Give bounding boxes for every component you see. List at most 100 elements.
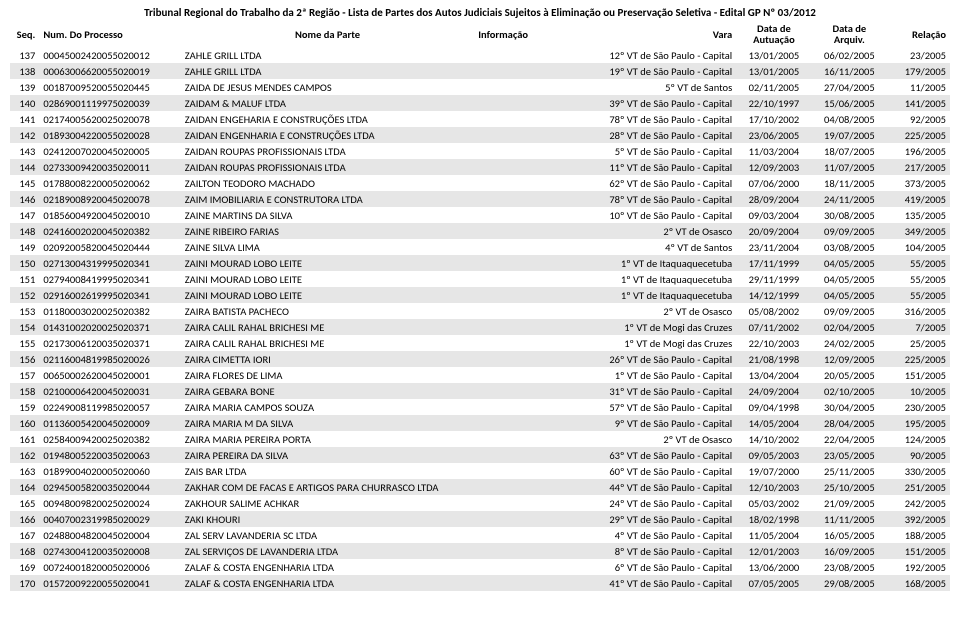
table-row: 16201948005220035020063ZAIRA PEREIRA DA … <box>10 447 950 463</box>
cell-seq: 156 <box>10 351 39 367</box>
cell-autuacao: 21/08/1998 <box>736 351 811 367</box>
cell-autuacao: 07/11/2002 <box>736 319 811 335</box>
cell-informacao <box>474 79 537 95</box>
cell-arquiv: 23/08/2005 <box>812 559 887 575</box>
cell-informacao <box>474 479 537 495</box>
cell-arquiv: 02/10/2005 <box>812 383 887 399</box>
cell-processo: 01180003020025020382 <box>39 303 180 319</box>
cell-nome: ZAIDAN ENGEHARIA E CONSTRUÇÕES LTDA <box>181 111 474 127</box>
cell-seq: 137 <box>10 47 39 63</box>
cell-autuacao: 13/06/2000 <box>736 559 811 575</box>
cell-nome: ZAIRA FLORES DE LIMA <box>181 367 474 383</box>
cell-arquiv: 04/05/2005 <box>812 255 887 271</box>
cell-informacao <box>474 447 537 463</box>
cell-autuacao: 13/04/2004 <box>736 367 811 383</box>
cell-vara: 41º VT de São Paulo - Capital <box>537 575 736 591</box>
cell-informacao <box>474 383 537 399</box>
table-row: 15102794008419995020341ZAINI MOURAD LOBO… <box>10 271 950 287</box>
cell-informacao <box>474 351 537 367</box>
cell-vara: 1º VT de Itaquaquecetuba <box>537 287 736 303</box>
cell-relacao: 230/2005 <box>887 399 950 415</box>
cell-seq: 155 <box>10 335 39 351</box>
cell-vara: 9º VT de São Paulo - Capital <box>537 415 736 431</box>
cell-vara: 1º VT de São Paulo - Capital <box>537 367 736 383</box>
cell-processo: 02249008119985020057 <box>39 399 180 415</box>
table-row: 15502173006120035020371ZAIRA CALIL RAHAL… <box>10 335 950 351</box>
cell-seq: 149 <box>10 239 39 255</box>
table-row: 15602116004819985020026ZAIRA CIMETTA IOR… <box>10 351 950 367</box>
cell-nome: ZALAF & COSTA ENGENHARIA LTDA <box>181 559 474 575</box>
cell-arquiv: 24/11/2005 <box>812 191 887 207</box>
cell-seq: 145 <box>10 175 39 191</box>
cell-vara: 24º VT de São Paulo - Capital <box>537 495 736 511</box>
cell-seq: 152 <box>10 287 39 303</box>
cell-relacao: 195/2005 <box>887 415 950 431</box>
cell-processo: 00724001820005020006 <box>39 559 180 575</box>
cell-nome: ZAINI MOURAD LOBO LEITE <box>181 287 474 303</box>
cell-arquiv: 27/04/2005 <box>812 79 887 95</box>
cell-relacao: 55/2005 <box>887 271 950 287</box>
cell-autuacao: 09/04/1998 <box>736 399 811 415</box>
col-header-autuacao: Data de Autuação <box>736 21 811 47</box>
cell-informacao <box>474 175 537 191</box>
cell-nome: ZAIDA DE JESUS MENDES CAMPOS <box>181 79 474 95</box>
cell-nome: ZAIRA BATISTA PACHECO <box>181 303 474 319</box>
cell-autuacao: 12/10/2003 <box>736 479 811 495</box>
cell-relacao: 251/2005 <box>887 479 950 495</box>
cell-processo: 02733009420035020011 <box>39 159 180 175</box>
table-row: 14902092005820045020444ZAINE SILVA LIMA4… <box>10 239 950 255</box>
cell-informacao <box>474 111 537 127</box>
cell-nome: ZAHLE GRILL LTDA <box>181 63 474 79</box>
cell-arquiv: 16/09/2005 <box>812 543 887 559</box>
cell-informacao <box>474 239 537 255</box>
table-row: 14102174005620025020078ZAIDAN ENGEHARIA … <box>10 111 950 127</box>
cell-processo: 01856004920045020010 <box>39 207 180 223</box>
cell-autuacao: 09/03/2004 <box>736 207 811 223</box>
cell-processo: 02794008419995020341 <box>39 271 180 287</box>
table-row: 16102584009420025020382ZAIRA MARIA PEREI… <box>10 431 950 447</box>
cell-vara: 29º VT de São Paulo - Capital <box>537 511 736 527</box>
cell-informacao <box>474 143 537 159</box>
table-row: 14602189008920045020078ZAIM IMOBILIARIA … <box>10 191 950 207</box>
cell-informacao <box>474 159 537 175</box>
cell-autuacao: 07/05/2005 <box>736 575 811 591</box>
cell-autuacao: 24/09/2004 <box>736 383 811 399</box>
cell-relacao: 23/2005 <box>887 47 950 63</box>
cell-seq: 144 <box>10 159 39 175</box>
cell-processo: 01788008220005020062 <box>39 175 180 191</box>
cell-informacao <box>474 127 537 143</box>
col-header-arquiv-line2: Arquiv. <box>816 34 883 45</box>
cases-table: Seq. Num. Do Processo Nome da Parte Info… <box>10 21 950 591</box>
cell-seq: 161 <box>10 431 39 447</box>
cell-vara: 2º VT de Osasco <box>537 303 736 319</box>
cell-processo: 00063006620055020019 <box>39 63 180 79</box>
cell-seq: 168 <box>10 543 39 559</box>
cell-arquiv: 22/04/2005 <box>812 431 887 447</box>
cell-seq: 143 <box>10 143 39 159</box>
cell-informacao <box>474 47 537 63</box>
table-row: 14701856004920045020010ZAINE MARTINS DA … <box>10 207 950 223</box>
cell-seq: 162 <box>10 447 39 463</box>
cell-autuacao: 02/11/2005 <box>736 79 811 95</box>
cell-vara: 8º VT de São Paulo - Capital <box>537 543 736 559</box>
cell-relacao: 7/2005 <box>887 319 950 335</box>
cell-processo: 02173006120035020371 <box>39 335 180 351</box>
cell-informacao <box>474 319 537 335</box>
table-row: 15902249008119985020057ZAIRA MARIA CAMPO… <box>10 399 950 415</box>
cell-processo: 02584009420025020382 <box>39 431 180 447</box>
cell-informacao <box>474 367 537 383</box>
cell-nome: ZAIDAN ROUPAS PROFISSIONAIS LTDA <box>181 159 474 175</box>
cell-informacao <box>474 399 537 415</box>
col-header-autuacao-line2: Autuação <box>740 34 807 45</box>
cell-vara: 1º VT de Itaquaquecetuba <box>537 255 736 271</box>
cell-relacao: 392/2005 <box>887 511 950 527</box>
col-header-nome: Nome da Parte <box>181 21 474 47</box>
cell-autuacao: 05/03/2002 <box>736 495 811 511</box>
cell-arquiv: 12/09/2005 <box>812 351 887 367</box>
cell-relacao: 330/2005 <box>887 463 950 479</box>
table-row: 15301180003020025020382ZAIRA BATISTA PAC… <box>10 303 950 319</box>
cell-arquiv: 24/02/2005 <box>812 335 887 351</box>
cell-seq: 151 <box>10 271 39 287</box>
cell-nome: ZAIRA CALIL RAHAL BRICHESI ME <box>181 335 474 351</box>
cell-relacao: 225/2005 <box>887 351 950 367</box>
